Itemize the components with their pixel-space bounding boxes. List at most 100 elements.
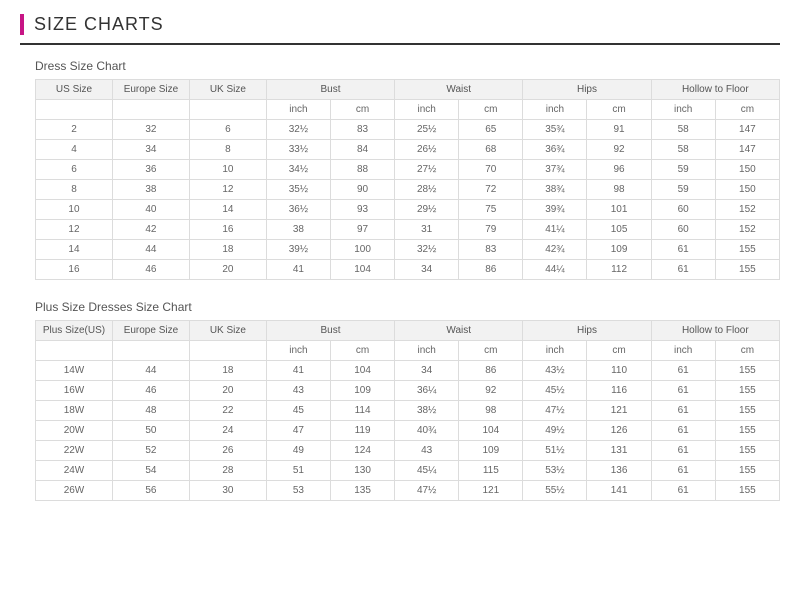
cell: 43½ — [523, 361, 587, 381]
table-row: 18W48224511438½9847½12161155 — [36, 401, 780, 421]
cell: 126 — [587, 421, 651, 441]
cell: 155 — [715, 260, 779, 280]
cell: 30 — [189, 481, 266, 501]
cell: 50 — [112, 421, 189, 441]
cell: 119 — [330, 421, 394, 441]
unit-cm: cm — [459, 341, 523, 361]
unit-inch: inch — [651, 341, 715, 361]
cell: 49½ — [523, 421, 587, 441]
cell: 61 — [651, 441, 715, 461]
cell: 46 — [112, 260, 189, 280]
cell: 59 — [651, 160, 715, 180]
cell: 147 — [715, 120, 779, 140]
col-hollow: Hollow to Floor — [651, 80, 779, 100]
unit-row: inchcminchcminchcminchcm — [36, 100, 780, 120]
table-row: 8381235½9028½7238¾9859150 — [36, 180, 780, 200]
dress-size-chart: Dress Size Chart US Size Europe Size UK … — [20, 59, 780, 280]
cell: 131 — [587, 441, 651, 461]
cell: 59 — [651, 180, 715, 200]
cell: 55½ — [523, 481, 587, 501]
cell: 93 — [330, 200, 394, 220]
cell: 51½ — [523, 441, 587, 461]
cell: 40 — [112, 200, 189, 220]
cell: 130 — [330, 461, 394, 481]
cell: 40¾ — [395, 421, 459, 441]
unit-inch: inch — [395, 100, 459, 120]
cell: 32 — [112, 120, 189, 140]
cell: 68 — [459, 140, 523, 160]
cell: 83 — [459, 240, 523, 260]
cell: 28½ — [395, 180, 459, 200]
cell: 36¾ — [523, 140, 587, 160]
cell: 110 — [587, 361, 651, 381]
cell: 8 — [189, 140, 266, 160]
cell: 34 — [112, 140, 189, 160]
cell: 38¾ — [523, 180, 587, 200]
cell: 18 — [189, 240, 266, 260]
cell: 44 — [112, 240, 189, 260]
cell: 43 — [266, 381, 330, 401]
unit-cm: cm — [330, 341, 394, 361]
chart1-table: US Size Europe Size UK Size Bust Waist H… — [35, 79, 780, 280]
cell: 42 — [112, 220, 189, 240]
unit-cm: cm — [715, 341, 779, 361]
col-waist: Waist — [395, 80, 523, 100]
cell: 14 — [189, 200, 266, 220]
cell: 152 — [715, 220, 779, 240]
cell: 26 — [189, 441, 266, 461]
table-row: 26W56305313547½12155½14161155 — [36, 481, 780, 501]
cell: 54 — [112, 461, 189, 481]
cell: 65 — [459, 120, 523, 140]
cell: 12 — [189, 180, 266, 200]
cell: 45½ — [523, 381, 587, 401]
cell: 14 — [36, 240, 113, 260]
cell: 155 — [715, 240, 779, 260]
cell: 12 — [36, 220, 113, 240]
cell: 48 — [112, 401, 189, 421]
cell: 88 — [330, 160, 394, 180]
cell: 47½ — [395, 481, 459, 501]
cell: 104 — [459, 421, 523, 441]
cell: 34 — [395, 260, 459, 280]
cell: 52 — [112, 441, 189, 461]
cell: 18W — [36, 401, 113, 421]
col-hips: Hips — [523, 321, 651, 341]
table-row: 1242163897317941¼10560152 — [36, 220, 780, 240]
cell: 155 — [715, 401, 779, 421]
chart2-table: Plus Size(US) Europe Size UK Size Bust W… — [35, 320, 780, 501]
cell: 38½ — [395, 401, 459, 421]
cell: 70 — [459, 160, 523, 180]
cell: 20 — [189, 381, 266, 401]
cell: 104 — [330, 260, 394, 280]
cell: 155 — [715, 481, 779, 501]
cell: 45 — [266, 401, 330, 421]
cell: 36 — [112, 160, 189, 180]
cell: 90 — [330, 180, 394, 200]
cell: 36¼ — [395, 381, 459, 401]
cell: 97 — [330, 220, 394, 240]
cell: 155 — [715, 421, 779, 441]
cell: 41¼ — [523, 220, 587, 240]
cell: 32½ — [266, 120, 330, 140]
cell: 47 — [266, 421, 330, 441]
cell: 100 — [330, 240, 394, 260]
unit-cm: cm — [330, 100, 394, 120]
cell: 16 — [36, 260, 113, 280]
cell: 116 — [587, 381, 651, 401]
unit-inch: inch — [266, 341, 330, 361]
cell: 26W — [36, 481, 113, 501]
unit-cm: cm — [715, 100, 779, 120]
cell: 34 — [395, 361, 459, 381]
chart2-header-row: Plus Size(US) Europe Size UK Size Bust W… — [36, 321, 780, 341]
cell: 61 — [651, 481, 715, 501]
chart2-title: Plus Size Dresses Size Chart — [35, 300, 780, 314]
unit-cm: cm — [587, 100, 651, 120]
cell: 56 — [112, 481, 189, 501]
chart1-title: Dress Size Chart — [35, 59, 780, 73]
unit-inch: inch — [651, 100, 715, 120]
cell: 84 — [330, 140, 394, 160]
col-uk-size: UK Size — [189, 321, 266, 341]
cell: 109 — [330, 381, 394, 401]
unit-inch: inch — [395, 341, 459, 361]
cell: 16 — [189, 220, 266, 240]
